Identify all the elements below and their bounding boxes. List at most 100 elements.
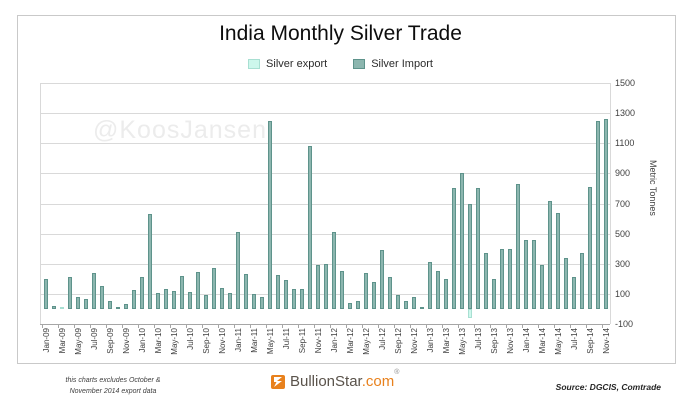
import-bar bbox=[99, 286, 104, 309]
y-tick-label: 1500 bbox=[615, 78, 636, 88]
x-tick-label: May-13 bbox=[457, 328, 467, 355]
import-bar bbox=[363, 272, 368, 309]
import-bar bbox=[539, 265, 544, 309]
legend-export-label: Silver export bbox=[266, 58, 328, 70]
y-tick-label: 300 bbox=[615, 258, 631, 269]
import-bar bbox=[475, 188, 480, 309]
axis-tick bbox=[425, 324, 427, 328]
import-bar bbox=[379, 250, 384, 309]
import-bar bbox=[515, 183, 520, 309]
axis-tick bbox=[377, 324, 379, 328]
x-tick-label: May-12 bbox=[361, 328, 371, 355]
x-tick-label: Mar-10 bbox=[153, 328, 163, 354]
x-tick-label: Nov-13 bbox=[505, 328, 515, 354]
axis-tick bbox=[393, 324, 395, 328]
import-bar bbox=[307, 145, 312, 309]
axis-tick bbox=[345, 324, 347, 328]
import-bar bbox=[347, 302, 352, 309]
watermark: @KoosJansen bbox=[93, 116, 267, 144]
axis-tick bbox=[489, 324, 491, 328]
import-bar bbox=[419, 306, 424, 309]
import-bar bbox=[107, 300, 112, 309]
import-bar bbox=[275, 275, 280, 309]
x-tick-label: Nov-14 bbox=[601, 328, 611, 354]
x-tick-label: Sep-10 bbox=[201, 328, 211, 354]
axis-tick bbox=[169, 324, 171, 328]
import-bar bbox=[195, 272, 200, 309]
x-tick-label: Sep-11 bbox=[297, 328, 307, 354]
axis-tick bbox=[585, 324, 587, 328]
import-bar bbox=[235, 232, 240, 309]
y-tick-label: 500 bbox=[615, 228, 631, 239]
export-swatch-icon bbox=[248, 59, 261, 69]
plot-right-border bbox=[610, 83, 611, 324]
chart-outer-frame bbox=[17, 15, 676, 364]
import-bar bbox=[83, 299, 88, 309]
import-bar bbox=[163, 289, 168, 309]
x-tick-label: Jul-09 bbox=[89, 328, 99, 350]
legend-item-import: Silver Import bbox=[353, 58, 433, 70]
y-tick-label: -100 bbox=[615, 319, 634, 329]
footnote-line1: this charts excludes October & bbox=[65, 377, 161, 384]
x-tick-label: Jul-10 bbox=[185, 328, 195, 350]
axis-tick bbox=[233, 324, 235, 328]
import-bar bbox=[179, 275, 184, 309]
import-bar bbox=[187, 292, 192, 309]
x-tick-label: Mar-14 bbox=[537, 328, 547, 354]
import-bar bbox=[427, 262, 432, 309]
axis-tick bbox=[201, 324, 203, 328]
import-bar bbox=[291, 288, 296, 309]
y-tick-label: 100 bbox=[615, 288, 631, 299]
import-bar bbox=[123, 303, 128, 309]
import-bar bbox=[443, 278, 448, 309]
footnote-line2: November 2014 export data bbox=[69, 388, 157, 395]
import-bar bbox=[315, 264, 320, 309]
import-bar bbox=[91, 272, 96, 309]
import-bar bbox=[259, 296, 264, 309]
axis-tick bbox=[281, 324, 283, 328]
import-bar bbox=[467, 203, 472, 309]
x-tick-label: May-11 bbox=[265, 328, 275, 355]
axis-tick bbox=[153, 324, 155, 328]
gridline bbox=[40, 113, 610, 115]
import-bar bbox=[555, 212, 560, 309]
gridline bbox=[40, 203, 610, 205]
import-bar bbox=[171, 290, 176, 309]
import-bar bbox=[323, 263, 328, 309]
import-bar bbox=[531, 239, 536, 309]
logo-suffix: .com bbox=[361, 373, 395, 390]
axis-tick bbox=[137, 324, 139, 328]
x-tick-label: Mar-11 bbox=[249, 328, 259, 353]
import-bar bbox=[283, 280, 288, 309]
import-bar bbox=[155, 293, 160, 309]
x-tick-label: Mar-12 bbox=[345, 328, 355, 354]
y-tick-label: 700 bbox=[615, 198, 631, 209]
x-tick-label: Nov-11 bbox=[313, 328, 323, 354]
import-bar bbox=[139, 276, 144, 309]
import-bar bbox=[603, 119, 608, 309]
axis-tick bbox=[313, 324, 315, 328]
bullionstar-logo: BullionStar.com® bbox=[271, 369, 399, 391]
x-tick-label: Jan-11 bbox=[233, 328, 243, 352]
y-tick-label: 1300 bbox=[615, 108, 636, 119]
axis-tick bbox=[601, 324, 603, 328]
x-tick-label: Sep-09 bbox=[105, 328, 115, 354]
source-credit: Source: DGCIS, Comtrade bbox=[555, 382, 661, 392]
x-tick-label: Mar-09 bbox=[57, 328, 67, 354]
import-bar bbox=[355, 301, 360, 309]
bullionstar-logo-icon bbox=[271, 375, 285, 389]
x-tick-label: Jul-11 bbox=[281, 328, 291, 350]
import-bar bbox=[339, 270, 344, 309]
import-bar bbox=[411, 296, 416, 309]
axis-tick bbox=[569, 324, 571, 328]
gridline bbox=[40, 143, 610, 145]
x-tick-label: Nov-09 bbox=[121, 328, 131, 354]
axis-tick bbox=[121, 324, 123, 328]
import-bar bbox=[267, 120, 272, 309]
axis-tick bbox=[105, 324, 107, 328]
x-tick-label: Jul-14 bbox=[569, 328, 579, 350]
logo-text: BullionStar bbox=[290, 373, 362, 390]
import-bar bbox=[571, 277, 576, 309]
import-bar bbox=[483, 253, 488, 309]
